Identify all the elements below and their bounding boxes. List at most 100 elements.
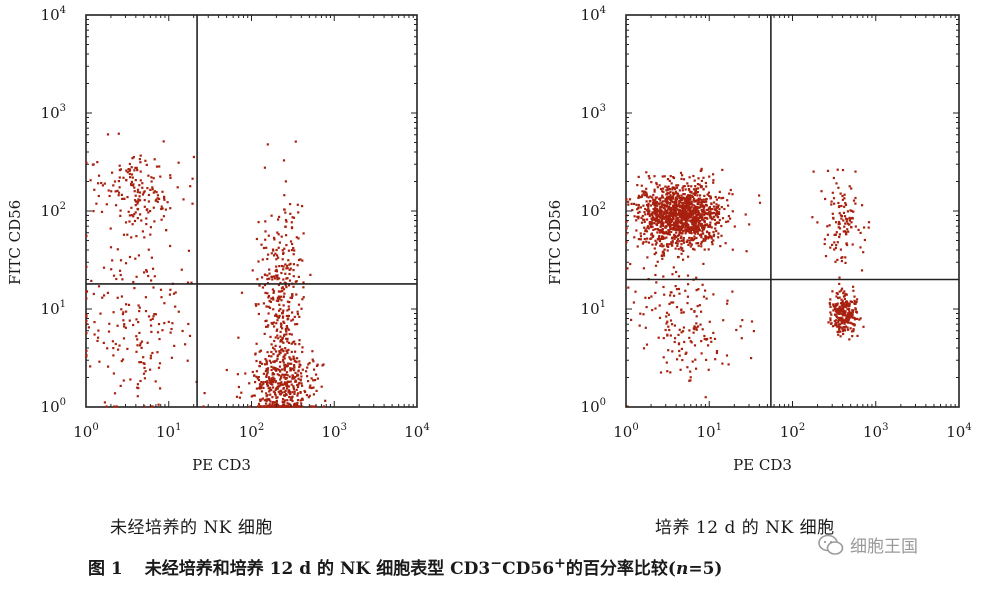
data-point <box>700 216 703 219</box>
data-point <box>844 325 847 328</box>
data-point <box>225 368 228 372</box>
data-point <box>635 229 638 232</box>
data-point <box>281 258 284 261</box>
data-point <box>683 211 686 214</box>
data-point <box>653 210 656 213</box>
data-point <box>635 219 638 222</box>
data-point <box>280 299 283 302</box>
data-point <box>112 311 115 314</box>
data-point <box>844 222 847 225</box>
data-point <box>710 212 713 215</box>
data-point <box>290 296 293 300</box>
data-point <box>666 202 669 205</box>
data-point <box>662 236 665 239</box>
data-point <box>262 246 266 250</box>
data-point <box>299 364 302 367</box>
data-point <box>861 204 864 207</box>
data-point <box>670 301 673 304</box>
data-point <box>830 313 833 316</box>
data-point <box>292 269 295 272</box>
data-point <box>150 324 153 327</box>
data-point <box>254 303 257 306</box>
data-point <box>296 401 299 405</box>
data-point <box>85 332 88 335</box>
data-point <box>292 275 295 278</box>
data-point <box>277 290 280 293</box>
data-point <box>841 310 844 313</box>
x-tick-label: 102 <box>780 422 805 441</box>
data-point <box>105 405 108 408</box>
data-point <box>97 182 100 185</box>
data-point <box>675 205 678 208</box>
data-point <box>663 203 666 206</box>
data-point <box>648 213 652 216</box>
data-point <box>710 340 713 343</box>
data-point <box>276 334 279 337</box>
data-point <box>695 289 698 292</box>
x-tick-label: 104 <box>946 422 971 441</box>
data-point <box>290 383 293 386</box>
data-point <box>85 314 88 317</box>
data-point <box>824 255 828 258</box>
data-point <box>706 337 709 341</box>
data-point <box>112 274 116 277</box>
data-point <box>711 217 714 220</box>
data-point <box>289 369 292 372</box>
data-point <box>272 390 275 393</box>
data-point <box>676 225 679 228</box>
data-point <box>149 357 152 360</box>
data-point <box>662 285 665 289</box>
data-point <box>656 231 659 234</box>
data-point <box>682 326 685 329</box>
data-point <box>292 285 295 288</box>
data-point <box>843 230 846 233</box>
data-point <box>695 322 698 325</box>
data-point <box>665 219 668 222</box>
data-point <box>693 344 697 347</box>
data-point <box>640 216 643 219</box>
data-point <box>650 295 653 298</box>
data-point <box>688 201 692 204</box>
data-point <box>648 221 651 225</box>
data-point <box>692 219 695 222</box>
data-point <box>127 168 130 171</box>
data-point <box>702 295 706 298</box>
data-point <box>273 403 276 406</box>
data-point <box>658 215 661 218</box>
data-point <box>758 201 762 204</box>
data-point <box>290 362 293 365</box>
data-point <box>849 217 852 220</box>
data-point <box>119 259 123 262</box>
data-point <box>271 381 275 384</box>
data-point <box>139 161 142 164</box>
data-point <box>147 274 150 278</box>
data-point <box>665 193 668 196</box>
data-point <box>276 354 279 357</box>
data-point <box>287 362 290 365</box>
data-point <box>132 323 135 327</box>
data-point <box>663 175 666 178</box>
data-point <box>118 164 121 167</box>
data-point <box>849 209 852 212</box>
data-point <box>274 392 277 395</box>
data-point <box>275 350 278 353</box>
data-point <box>678 209 681 212</box>
data-point <box>834 246 837 250</box>
data-point <box>259 361 262 364</box>
data-point <box>291 399 294 403</box>
data-point <box>267 376 271 379</box>
data-point <box>667 205 670 208</box>
data-point <box>634 290 637 293</box>
data-point <box>661 190 664 193</box>
data-point <box>296 323 299 326</box>
data-point <box>684 201 687 205</box>
data-point <box>276 274 279 277</box>
data-point <box>282 386 285 390</box>
data-point <box>845 315 849 318</box>
data-point <box>131 184 135 187</box>
data-point <box>662 356 665 359</box>
data-point <box>671 241 674 244</box>
data-point <box>700 242 703 245</box>
data-points <box>85 132 327 408</box>
data-point <box>651 222 654 225</box>
